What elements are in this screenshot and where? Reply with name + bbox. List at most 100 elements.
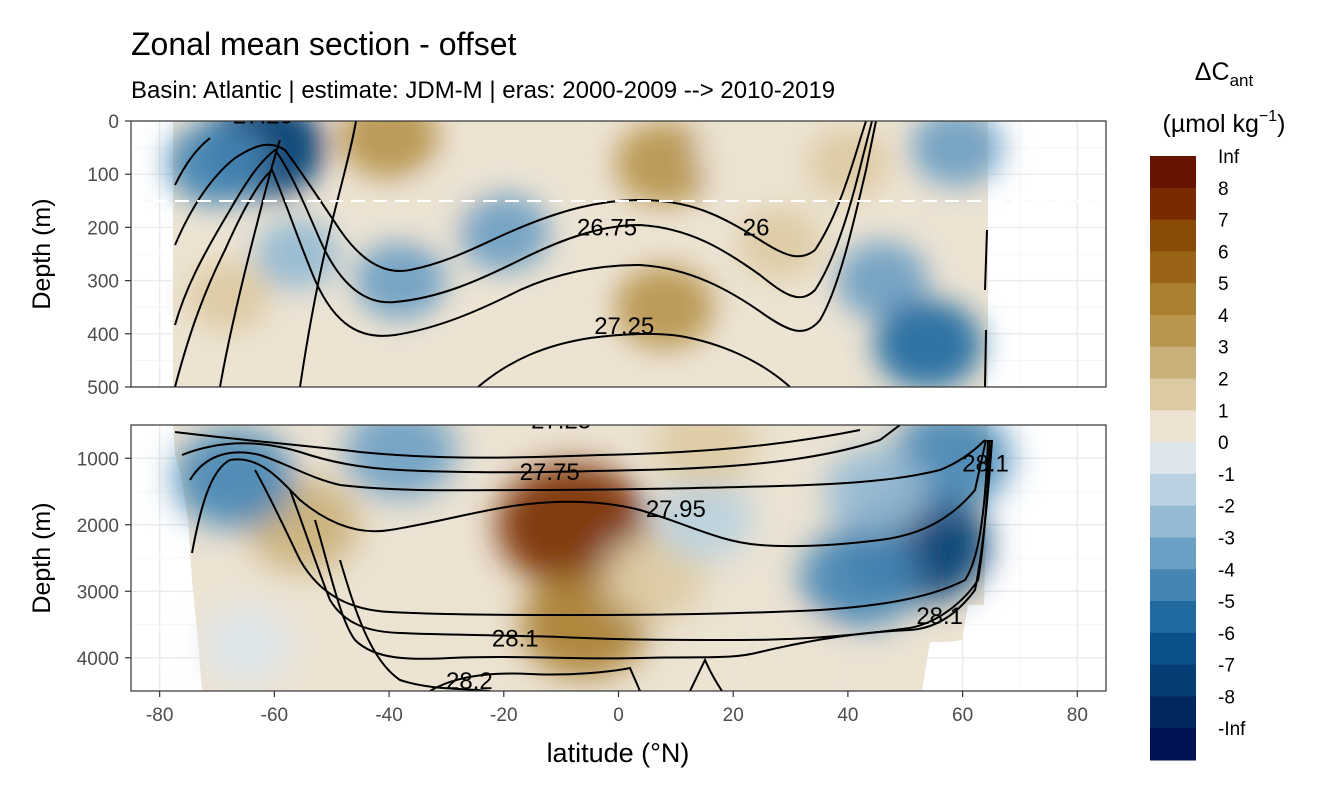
legend-swatch bbox=[1150, 187, 1196, 221]
anomaly-blob bbox=[836, 241, 929, 320]
legend-swatch bbox=[1150, 346, 1196, 380]
anomaly-blob bbox=[824, 447, 929, 536]
legend-swatch bbox=[1150, 378, 1196, 411]
isopycnal-label: 27.25 bbox=[233, 103, 293, 130]
legend-title-main: ΔC bbox=[1195, 58, 1230, 86]
panel-lower: 27.25 27.75 27.95 28.1 28.2 28.1 28.1 1000 2000… bbox=[77, 407, 1107, 692]
legend-swatch bbox=[1150, 442, 1196, 475]
anomaly-blob bbox=[339, 121, 440, 179]
legend-title: ΔCant bbox=[1195, 58, 1254, 90]
x-tick-label: 40 bbox=[837, 705, 858, 726]
y-tick-label: 500 bbox=[87, 378, 119, 399]
anomaly-blob bbox=[742, 616, 839, 691]
legend-label: 8 bbox=[1218, 179, 1229, 200]
legend-label: Inf bbox=[1218, 147, 1240, 168]
legend-label: -8 bbox=[1218, 687, 1235, 708]
anomaly-blob bbox=[656, 477, 753, 560]
legend-swatch bbox=[1150, 283, 1196, 316]
legend-swatch bbox=[1150, 473, 1196, 507]
isopycnal-label: 27.25 bbox=[531, 407, 591, 434]
x-tick-label: 0 bbox=[613, 705, 624, 726]
legend-swatch bbox=[1150, 728, 1196, 761]
legend-label: 7 bbox=[1218, 211, 1229, 232]
isopycnal-line bbox=[174, 429, 861, 459]
panel-lower-y-axis: 1000 2000 3000 4000 bbox=[77, 449, 131, 670]
isopycnal-label: 27.25 bbox=[594, 313, 654, 340]
legend-swatch bbox=[1150, 569, 1196, 602]
legend-label: 3 bbox=[1218, 338, 1229, 359]
x-tick-label: 80 bbox=[1067, 705, 1088, 726]
anomaly-blob bbox=[614, 265, 715, 350]
legend-label: -2 bbox=[1218, 497, 1235, 518]
legend-label: 2 bbox=[1218, 370, 1229, 391]
x-tick-label: -20 bbox=[490, 705, 517, 726]
anomaly-blob bbox=[354, 241, 447, 320]
isopycnal-label: 27.95 bbox=[646, 496, 706, 523]
anomaly-blob bbox=[186, 260, 271, 333]
panel-lower-anomaly-field bbox=[174, 425, 1012, 691]
legend-title-sub: ant bbox=[1230, 71, 1254, 90]
legend-swatch bbox=[1150, 251, 1196, 284]
legend-swatch bbox=[1150, 537, 1196, 570]
y-axis-label-upper: Depth (m) bbox=[28, 198, 56, 309]
isopycnal-line bbox=[984, 329, 987, 387]
anomaly-blob bbox=[910, 121, 1003, 187]
legend-swatch bbox=[1150, 664, 1196, 697]
anomaly-blob bbox=[652, 425, 757, 489]
panel-upper-border bbox=[130, 120, 1107, 388]
legend-label: -3 bbox=[1218, 528, 1235, 549]
isopycnal-line bbox=[477, 332, 791, 387]
y-tick-label: 300 bbox=[87, 272, 119, 293]
x-tick-label: -80 bbox=[146, 705, 173, 726]
anomaly-blob bbox=[874, 299, 983, 387]
anomaly-blob bbox=[737, 207, 822, 280]
chart-subtitle: Basin: Atlantic | estimate: JDM-M | eras… bbox=[131, 77, 835, 104]
legend-units-end: ) bbox=[1277, 110, 1285, 138]
isopycnal-line bbox=[314, 439, 993, 660]
anomaly-blob bbox=[805, 127, 890, 200]
isopycnal-line bbox=[339, 559, 491, 691]
isopycnal-line bbox=[181, 425, 901, 474]
anomaly-blob bbox=[614, 121, 715, 206]
legend-swatch bbox=[1150, 505, 1196, 538]
panel-lower-isopycnal-labels: 27.25 27.75 27.95 28.1 28.2 28.1 28.1 bbox=[446, 407, 1009, 691]
legend-label: -1 bbox=[1218, 465, 1235, 486]
isopycnal-line bbox=[984, 229, 988, 291]
panel-upper-isopycnals bbox=[174, 121, 988, 387]
legend-label: -5 bbox=[1218, 592, 1235, 613]
isopycnal-label: 28.1 bbox=[916, 603, 963, 630]
panel-upper-anomaly-field bbox=[167, 121, 1003, 387]
legend-swatch bbox=[1150, 410, 1196, 443]
isopycnal-line bbox=[174, 121, 877, 387]
isopycnal-line bbox=[189, 439, 986, 492]
isopycnal-label: 28.1 bbox=[492, 625, 539, 652]
y-axis-label-lower: Depth (m) bbox=[28, 502, 56, 613]
legend-label: 1 bbox=[1218, 401, 1229, 422]
panel-lower-isopycnals bbox=[174, 425, 993, 691]
isopycnal-line bbox=[299, 121, 357, 387]
legend-swatch bbox=[1150, 156, 1196, 189]
legend-swatch bbox=[1150, 314, 1196, 348]
anomaly-blob bbox=[442, 316, 519, 383]
y-tick-label: 1000 bbox=[77, 449, 119, 470]
y-tick-label: 0 bbox=[108, 112, 119, 133]
isopycnal-line bbox=[219, 139, 281, 387]
legend-label: 5 bbox=[1218, 274, 1229, 295]
anomaly-blob bbox=[167, 121, 268, 206]
legend-label: -4 bbox=[1218, 560, 1235, 581]
y-tick-label: 4000 bbox=[77, 649, 119, 670]
isopycnal-line bbox=[429, 666, 641, 691]
legend-label: 6 bbox=[1218, 242, 1229, 263]
legend-label: 0 bbox=[1218, 433, 1229, 454]
legend-swatch bbox=[1150, 219, 1196, 252]
isopycnal-line bbox=[191, 439, 987, 554]
legend-units-sup: −1 bbox=[1259, 108, 1277, 125]
legend-swatch bbox=[1150, 696, 1196, 729]
panel-upper-data-region bbox=[173, 121, 988, 387]
anomaly-blob bbox=[457, 193, 550, 272]
legend-label: 4 bbox=[1218, 306, 1229, 327]
legend-label: -7 bbox=[1218, 656, 1235, 677]
isopycnal-line bbox=[174, 121, 867, 272]
x-tick-label: 20 bbox=[723, 705, 744, 726]
